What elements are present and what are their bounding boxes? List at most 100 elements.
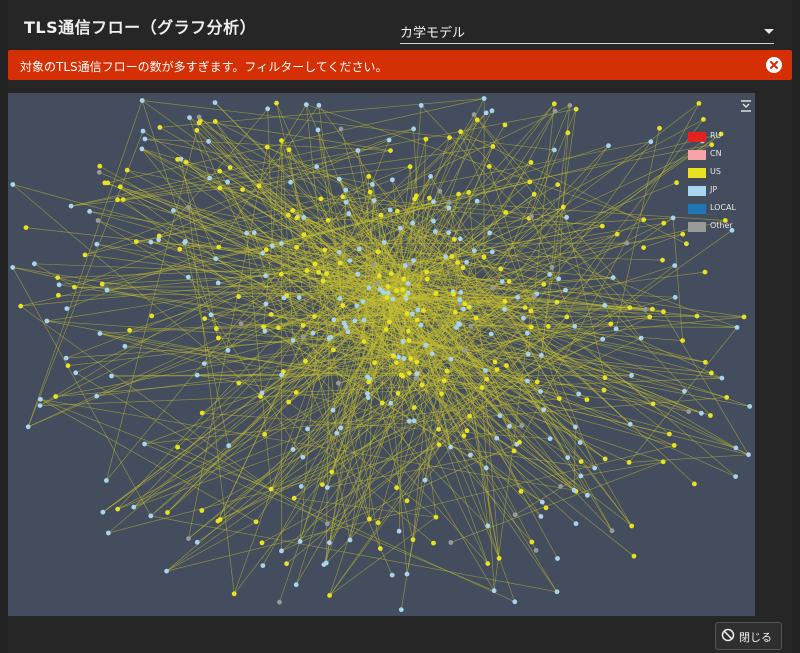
graph-node[interactable]: [354, 303, 360, 309]
graph-node[interactable]: [87, 209, 92, 214]
graph-node[interactable]: [318, 196, 324, 202]
graph-node[interactable]: [443, 254, 449, 260]
graph-node[interactable]: [268, 486, 274, 492]
graph-node[interactable]: [626, 460, 632, 465]
graph-node[interactable]: [614, 231, 620, 237]
graph-node[interactable]: [489, 249, 495, 255]
graph-node[interactable]: [73, 370, 79, 376]
graph-node[interactable]: [641, 217, 647, 223]
graph-node[interactable]: [431, 540, 436, 546]
graph-node[interactable]: [212, 100, 218, 105]
graph-node[interactable]: [324, 485, 330, 490]
graph-node[interactable]: [194, 539, 200, 545]
graph-node[interactable]: [94, 241, 100, 247]
graph-node[interactable]: [365, 395, 371, 401]
graph-node[interactable]: [466, 190, 472, 195]
graph-node[interactable]: [600, 336, 606, 342]
graph-node[interactable]: [522, 305, 528, 310]
graph-node[interactable]: [156, 233, 162, 239]
graph-node[interactable]: [304, 268, 310, 274]
graph-node[interactable]: [99, 281, 105, 287]
graph-node[interactable]: [264, 144, 270, 150]
graph-node[interactable]: [660, 257, 665, 263]
graph-node[interactable]: [199, 508, 205, 513]
graph-node[interactable]: [502, 298, 508, 304]
graph-node[interactable]: [421, 308, 426, 313]
graph-node[interactable]: [578, 473, 584, 479]
graph-node[interactable]: [279, 241, 284, 246]
graph-node[interactable]: [506, 278, 512, 284]
network-graph[interactable]: RU CN US JP LOCAL Other: [8, 93, 755, 616]
graph-node[interactable]: [479, 385, 485, 390]
graph-node[interactable]: [312, 314, 317, 319]
graph-node[interactable]: [290, 447, 296, 452]
graph-node[interactable]: [395, 390, 401, 396]
graph-node[interactable]: [403, 296, 409, 301]
graph-node[interactable]: [498, 266, 504, 272]
graph-node[interactable]: [244, 230, 250, 236]
graph-node[interactable]: [320, 482, 325, 487]
graph-node[interactable]: [253, 519, 259, 525]
graph-node[interactable]: [572, 323, 578, 329]
graph-node[interactable]: [406, 261, 412, 267]
graph-node[interactable]: [415, 307, 421, 313]
graph-node[interactable]: [286, 147, 292, 153]
graph-node[interactable]: [555, 556, 560, 561]
graph-node[interactable]: [503, 210, 509, 215]
graph-node[interactable]: [340, 303, 346, 308]
graph-node[interactable]: [734, 325, 740, 330]
graph-node[interactable]: [444, 368, 450, 374]
graph-node[interactable]: [464, 259, 469, 265]
graph-node[interactable]: [560, 204, 566, 210]
graph-node[interactable]: [315, 127, 321, 133]
graph-node[interactable]: [263, 273, 268, 279]
graph-node[interactable]: [573, 521, 579, 527]
graph-node[interactable]: [684, 241, 689, 247]
graph-node[interactable]: [97, 163, 103, 169]
graph-node[interactable]: [733, 474, 738, 479]
graph-node[interactable]: [396, 354, 401, 360]
graph-node[interactable]: [404, 498, 410, 504]
graph-node[interactable]: [366, 379, 371, 385]
graph-node[interactable]: [599, 223, 605, 229]
graph-node[interactable]: [692, 481, 697, 487]
graph-node[interactable]: [467, 413, 472, 419]
graph-node[interactable]: [483, 465, 489, 471]
graph-node[interactable]: [279, 548, 284, 554]
graph-node[interactable]: [55, 275, 61, 280]
graph-node[interactable]: [175, 157, 181, 162]
graph-node[interactable]: [406, 418, 412, 424]
graph-node[interactable]: [341, 320, 347, 326]
collapse-icon[interactable]: [740, 97, 752, 112]
graph-node[interactable]: [457, 297, 463, 303]
graph-node[interactable]: [592, 465, 598, 471]
graph-node[interactable]: [390, 177, 395, 183]
graph-node[interactable]: [285, 212, 291, 218]
graph-node[interactable]: [217, 517, 223, 522]
graph-node[interactable]: [682, 388, 687, 394]
graph-node[interactable]: [324, 271, 329, 276]
graph-node[interactable]: [547, 272, 553, 277]
graph-node[interactable]: [672, 263, 678, 268]
graph-node[interactable]: [408, 356, 413, 361]
graph-node[interactable]: [383, 327, 389, 332]
graph-node[interactable]: [325, 217, 331, 223]
graph-node[interactable]: [303, 358, 308, 364]
graph-node[interactable]: [338, 425, 344, 431]
graph-node[interactable]: [365, 374, 370, 380]
graph-node[interactable]: [301, 215, 307, 220]
graph-node[interactable]: [175, 444, 181, 450]
graph-node[interactable]: [260, 250, 266, 256]
graph-node[interactable]: [330, 407, 336, 413]
graph-node[interactable]: [528, 160, 534, 165]
graph-node[interactable]: [201, 361, 207, 367]
graph-node[interactable]: [182, 239, 188, 244]
graph-node[interactable]: [327, 540, 332, 546]
graph-node[interactable]: [565, 455, 571, 460]
graph-node[interactable]: [377, 286, 383, 292]
graph-node[interactable]: [670, 215, 676, 221]
graph-node[interactable]: [355, 271, 361, 277]
graph-node[interactable]: [323, 560, 329, 566]
graph-node[interactable]: [410, 537, 416, 543]
graph-node[interactable]: [411, 418, 417, 424]
